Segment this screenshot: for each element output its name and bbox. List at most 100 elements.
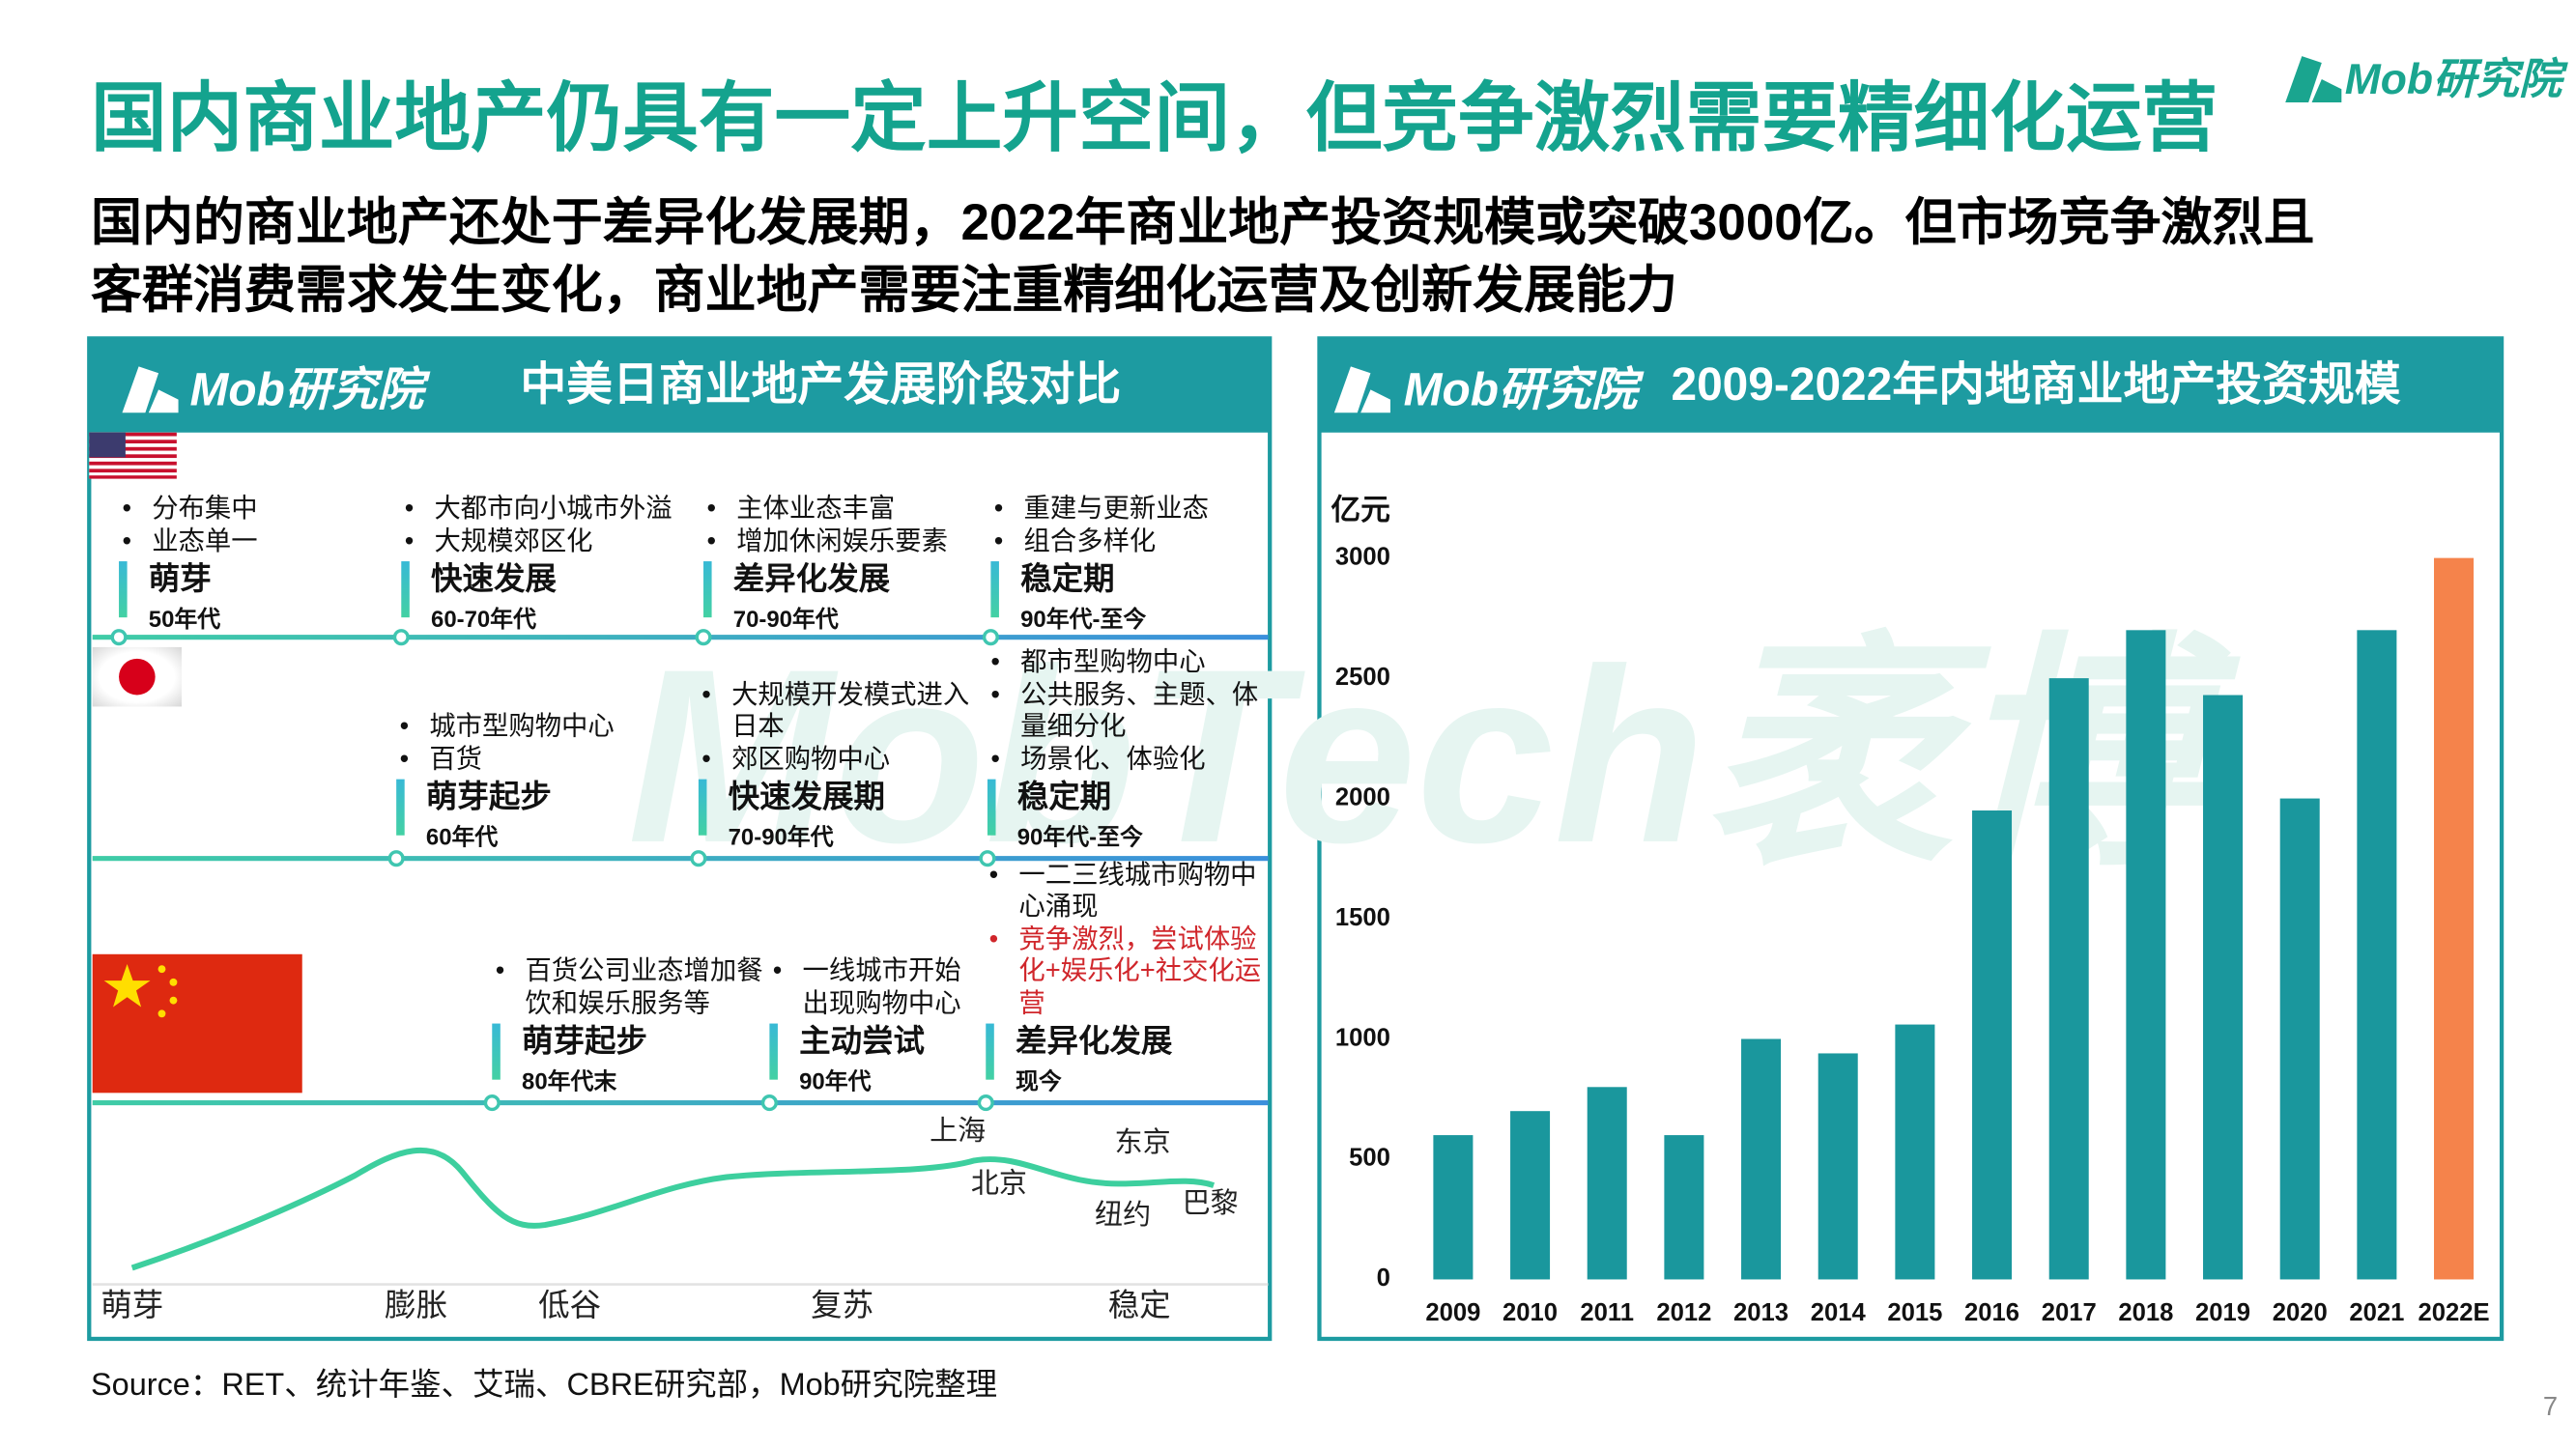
bullet: 都市型购物中心 — [987, 647, 1265, 679]
x-tick-label: 2013 — [1733, 1299, 1789, 1326]
subtitle-line: 客群消费需求发生变化，商业地产需要注重精细化运营及创新发展能力 — [91, 262, 1677, 319]
china-flag — [92, 953, 302, 1094]
x-tick-label: 2014 — [1811, 1299, 1867, 1326]
stage-name: 快速发展 — [431, 561, 557, 596]
panel-title: 中美日商业地产发展阶段对比 — [520, 359, 1121, 411]
timeline — [92, 856, 1269, 862]
japan-flag — [92, 646, 182, 707]
x-tick-label: 2012 — [1656, 1299, 1711, 1326]
stage-name: 差异化发展 — [1016, 1024, 1173, 1059]
x-tick-label: 2009 — [1425, 1299, 1480, 1326]
y-axis-label: 亿元 — [1331, 493, 1390, 526]
stage-marker — [987, 779, 996, 836]
bullet-list: 重建与更新业态组合多样化 — [990, 494, 1265, 558]
stage-marker — [396, 779, 405, 836]
bar — [1587, 1087, 1627, 1280]
bar — [1972, 810, 2013, 1280]
bullet: 百货 — [396, 744, 692, 776]
bullet: 公共服务、主题、体量细分化 — [987, 679, 1265, 744]
bullet: 分布集中 — [119, 494, 394, 526]
us-flag — [89, 432, 177, 479]
stage-marker — [703, 561, 712, 618]
city-label: 巴黎 — [1183, 1187, 1239, 1219]
right-header — [1319, 338, 2503, 433]
timeline — [92, 1100, 1269, 1106]
stage-marker — [986, 1023, 994, 1080]
bar — [2048, 678, 2089, 1280]
bullet: 大规模郊区化 — [401, 526, 697, 557]
logo-text: Mob研究院 — [190, 364, 431, 415]
page-number: 7 — [2543, 1391, 2558, 1421]
x-tick-label: 2015 — [1887, 1299, 1942, 1326]
x-tick-label: 2019 — [2195, 1299, 2250, 1326]
timeline-dot — [110, 629, 128, 646]
bar — [1895, 1024, 1935, 1280]
phase-label: 稳定 — [1108, 1288, 1171, 1322]
bar — [1433, 1135, 1474, 1280]
stage-name: 萌芽起步 — [426, 780, 552, 814]
stage-marker — [119, 561, 128, 618]
logo-text: Mob研究院 — [2345, 56, 2568, 103]
stage-period: 90年代 — [799, 1067, 871, 1094]
bullet: 郊区购物中心 — [699, 744, 981, 776]
y-tick-label: 2500 — [1335, 664, 1390, 691]
logo-icon — [2285, 56, 2342, 102]
stage-marker — [492, 1023, 501, 1080]
city-label: 北京 — [971, 1168, 1027, 1200]
bullet: 主体业态丰富 — [703, 494, 985, 526]
x-tick-label: 2022E — [2418, 1299, 2489, 1326]
bullet-list: 一二三线城市购物中心涌现竞争激烈，尝试体验化+娱乐化+社交化运营 — [986, 860, 1265, 1021]
stage-name: 萌芽起步 — [522, 1024, 647, 1059]
timeline-dot — [982, 629, 999, 646]
bullet: 场景化、体验化 — [987, 744, 1265, 776]
bullet: 城市型购物中心 — [396, 712, 692, 744]
stage-period: 80年代末 — [522, 1067, 616, 1094]
phase-label: 膨胀 — [385, 1288, 447, 1322]
city-label: 纽约 — [1095, 1199, 1151, 1231]
bullet-list: 大规模开发模式进入日本郊区购物中心 — [699, 679, 981, 776]
bullet: 百货公司业态增加餐饮和娱乐服务等 — [492, 955, 763, 1020]
bar — [1818, 1053, 1858, 1280]
phase-label: 低谷 — [538, 1288, 601, 1322]
stage-name: 差异化发展 — [733, 561, 891, 596]
bar — [2357, 630, 2397, 1280]
bullet: 业态单一 — [119, 526, 394, 557]
x-tick-label: 2011 — [1580, 1299, 1634, 1326]
bullet: 组合多样化 — [990, 526, 1265, 557]
stage-name: 稳定期 — [1020, 560, 1114, 596]
stage-name: 快速发展期 — [729, 780, 885, 814]
stage-marker — [990, 561, 999, 618]
timeline-dot — [483, 1094, 501, 1112]
stage-period: 60-70年代 — [431, 606, 536, 633]
stage-period: 70-90年代 — [729, 823, 834, 850]
stage-name: 稳定期 — [1017, 779, 1111, 814]
x-tick-label: 2010 — [1503, 1299, 1558, 1326]
bar — [1664, 1135, 1704, 1280]
alert-bullet: 竞争激烈，尝试体验化+娱乐化+社交化运营 — [986, 923, 1265, 1020]
timeline-dot — [977, 1094, 994, 1112]
stage-period: 60年代 — [426, 823, 498, 850]
bullet: 一线城市开始出现购物中心 — [769, 955, 979, 1020]
phase-label: 复苏 — [811, 1288, 873, 1322]
y-tick-label: 1000 — [1335, 1024, 1390, 1051]
page-title: 国内商业地产仍具有一定上升空间，但竞争激烈需要精细化运营 — [91, 75, 2218, 160]
x-tick-label: 2016 — [1964, 1299, 2019, 1326]
bar — [2434, 557, 2475, 1280]
bullet: 增加休闲娱乐要素 — [703, 526, 985, 557]
city-label: 上海 — [930, 1115, 986, 1147]
cycle-curve — [130, 1147, 1216, 1271]
y-tick-label: 1500 — [1335, 904, 1390, 931]
x-tick-label: 2021 — [2349, 1299, 2404, 1326]
bar — [1741, 1038, 1782, 1280]
logo-text: Mob研究院 — [1404, 364, 1645, 415]
bar — [2126, 630, 2166, 1280]
source: Source：RET、统计年鉴、艾瑞、CBRE研究部，Mob研究院整理 — [91, 1367, 997, 1402]
stage-period: 50年代 — [149, 606, 220, 633]
bullet-list: 大都市向小城市外溢大规模郊区化 — [401, 494, 697, 558]
stage-marker — [769, 1023, 778, 1080]
timeline-dot — [387, 850, 405, 867]
bullet: 重建与更新业态 — [990, 494, 1265, 526]
timeline-dot — [695, 629, 712, 646]
